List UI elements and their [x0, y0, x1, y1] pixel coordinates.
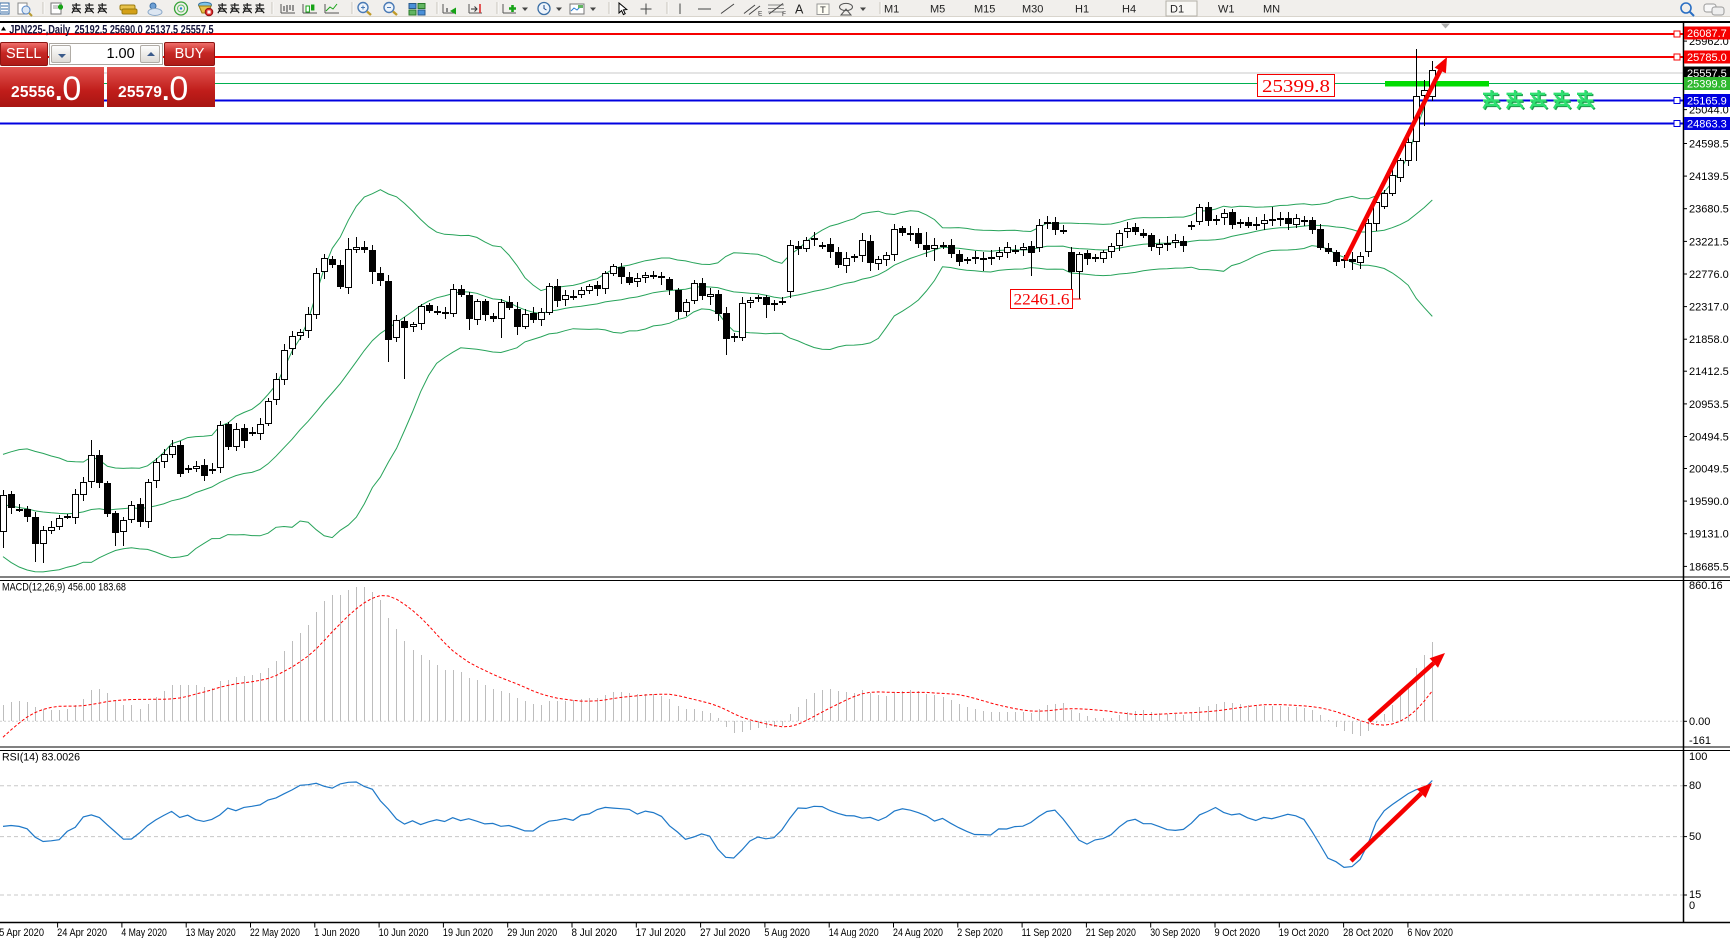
svg-text:20494.5: 20494.5	[1689, 432, 1729, 444]
svg-text:24863.3: 24863.3	[1687, 119, 1727, 131]
svg-text:4 May 2020: 4 May 2020	[121, 927, 166, 938]
svg-text:25192.5 25690.0 25137.5 25557.: 25192.5 25690.0 25137.5 25557.5	[75, 23, 214, 37]
svg-text:23221.5: 23221.5	[1689, 236, 1729, 248]
svg-text:24 Aug 2020: 24 Aug 2020	[893, 927, 943, 938]
svg-text:8 Jul 2020: 8 Jul 2020	[572, 927, 618, 938]
svg-text:2 Sep 2020: 2 Sep 2020	[957, 927, 1003, 938]
svg-text:19 Jun 2020: 19 Jun 2020	[443, 927, 493, 938]
svg-text:24139.5: 24139.5	[1689, 171, 1729, 183]
svg-text:19 Oct 2020: 19 Oct 2020	[1279, 927, 1329, 938]
svg-text:25785.0: 25785.0	[1687, 52, 1727, 64]
svg-text:22317.0: 22317.0	[1689, 302, 1729, 314]
svg-text:22776.0: 22776.0	[1689, 269, 1729, 281]
svg-text:860.16: 860.16	[1689, 580, 1723, 592]
svg-text:RSI(14) 83.0026: RSI(14) 83.0026	[2, 752, 80, 764]
svg-text:W1: W1	[1218, 4, 1235, 16]
svg-text:25399.8: 25399.8	[1262, 76, 1330, 96]
svg-text:T: T	[820, 5, 826, 16]
svg-text:H4: H4	[1122, 4, 1136, 16]
svg-text:13 May 2020: 13 May 2020	[186, 927, 236, 938]
svg-text:26087.7: 26087.7	[1687, 28, 1727, 40]
svg-text:21412.5: 21412.5	[1689, 366, 1729, 378]
svg-text:24 Apr 2020: 24 Apr 2020	[57, 927, 107, 938]
svg-text:15: 15	[1689, 889, 1701, 901]
svg-text:28 Oct 2020: 28 Oct 2020	[1343, 927, 1393, 938]
svg-text:22461.6: 22461.6	[1014, 292, 1070, 309]
svg-text:M5: M5	[930, 4, 945, 16]
svg-text:H1: H1	[1075, 4, 1089, 16]
svg-text:1 Jun 2020: 1 Jun 2020	[314, 927, 360, 938]
svg-text:22 May 2020: 22 May 2020	[250, 927, 300, 938]
svg-text:E: E	[758, 11, 763, 18]
svg-text:M30: M30	[1022, 4, 1043, 16]
svg-text:21 Sep 2020: 21 Sep 2020	[1086, 927, 1136, 938]
svg-text:30 Sep 2020: 30 Sep 2020	[1150, 927, 1200, 938]
svg-text:19590.0: 19590.0	[1689, 496, 1729, 508]
svg-text:0: 0	[1689, 900, 1695, 912]
svg-text:80: 80	[1689, 780, 1701, 792]
svg-text:25399.8: 25399.8	[1687, 79, 1727, 91]
svg-text:20049.5: 20049.5	[1689, 464, 1729, 476]
svg-text:25165.9: 25165.9	[1687, 96, 1727, 108]
svg-text:6 Nov 2020: 6 Nov 2020	[1407, 927, 1453, 938]
svg-text:50: 50	[1689, 831, 1701, 843]
svg-text:M1: M1	[884, 4, 899, 16]
svg-text:20953.5: 20953.5	[1689, 399, 1729, 411]
svg-text:24598.5: 24598.5	[1689, 139, 1729, 151]
svg-text:JPN225-,Daily: JPN225-,Daily	[9, 23, 70, 37]
svg-text:14 Aug 2020: 14 Aug 2020	[829, 927, 879, 938]
svg-text:29 Jun 2020: 29 Jun 2020	[507, 927, 557, 938]
svg-text:D1: D1	[1170, 4, 1184, 16]
svg-text:MN: MN	[1263, 4, 1280, 16]
svg-text:11 Sep 2020: 11 Sep 2020	[1022, 927, 1072, 938]
svg-text:5 Aug 2020: 5 Aug 2020	[764, 927, 810, 938]
svg-text:15 Apr 2020: 15 Apr 2020	[0, 927, 44, 938]
svg-text:17 Jul 2020: 17 Jul 2020	[636, 927, 686, 938]
svg-text:21858.0: 21858.0	[1689, 334, 1729, 346]
svg-text:M15: M15	[974, 4, 995, 16]
svg-text:-161: -161	[1689, 735, 1711, 747]
svg-text:F: F	[782, 11, 786, 17]
svg-text:27 Jul 2020: 27 Jul 2020	[700, 927, 750, 938]
svg-text:MACD(12,26,9) 456.00 183.68: MACD(12,26,9) 456.00 183.68	[2, 582, 126, 594]
svg-text:23680.5: 23680.5	[1689, 204, 1729, 216]
svg-text:25044.0: 25044.0	[1689, 105, 1729, 117]
svg-text:0.00: 0.00	[1689, 716, 1710, 728]
svg-text:A: A	[795, 3, 804, 17]
svg-text:100: 100	[1689, 751, 1707, 763]
svg-text:10 Jun 2020: 10 Jun 2020	[379, 927, 429, 938]
svg-text:9 Oct 2020: 9 Oct 2020	[1215, 927, 1261, 938]
svg-text:19131.0: 19131.0	[1689, 529, 1729, 541]
svg-text:18685.5: 18685.5	[1689, 561, 1729, 573]
